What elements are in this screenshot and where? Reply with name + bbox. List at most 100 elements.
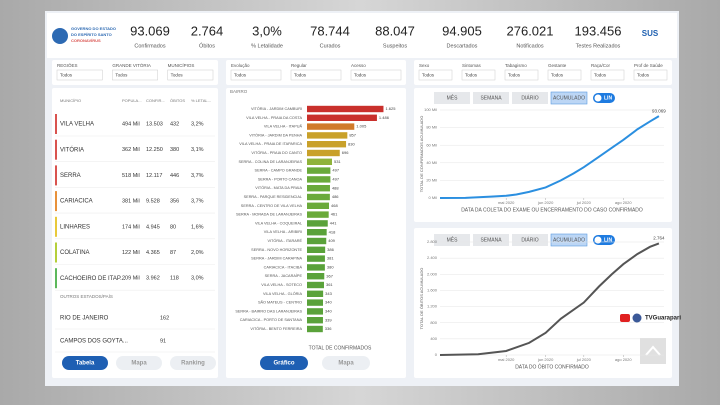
tab-button[interactable]: [62, 356, 108, 370]
table-cell: 3,2%: [191, 121, 204, 127]
section-title: OUTROS ESTADOS/PAÍS: [60, 293, 113, 299]
tab-button[interactable]: [322, 356, 370, 370]
dropdown[interactable]: [230, 69, 282, 81]
dropdown[interactable]: [167, 69, 214, 81]
table-cell: 12.250: [146, 147, 163, 153]
bar: [307, 132, 348, 139]
bar-value-label: 336: [325, 326, 332, 331]
toggle-label: LIN: [604, 95, 612, 101]
period-button[interactable]: [434, 234, 470, 246]
bar: [307, 141, 347, 148]
dropdown[interactable]: [590, 69, 625, 81]
bar-value-label: 461: [331, 212, 338, 217]
bar: [307, 185, 330, 192]
y-tick-label: 40 Mil: [426, 160, 437, 165]
table-cell: COLATINA: [60, 250, 90, 256]
table-cell: VITÓRIA: [60, 146, 84, 153]
period-button[interactable]: [473, 92, 509, 104]
filter-label: Sintomas: [462, 63, 482, 68]
x-tick-label: jul 2020: [576, 200, 592, 205]
period-button-label: MÊS: [447, 93, 459, 101]
period-button[interactable]: [434, 92, 470, 104]
dropdown-value: Todos: [294, 73, 307, 78]
row-indicator: [55, 114, 57, 134]
bar-value-label: 531: [334, 159, 341, 164]
period-button-label: SEMANA: [480, 95, 502, 101]
scroll-button[interactable]: [640, 338, 666, 364]
table-cell: 432: [170, 121, 179, 127]
dropdown-value: Todos: [508, 73, 521, 78]
dropdown[interactable]: [547, 69, 582, 81]
bar-label: SERRA - MORADA DE LARANJEIRAS: [236, 213, 303, 217]
bar: [307, 193, 330, 201]
data-label: 2.764: [653, 236, 665, 241]
period-button-label: SEMANA: [480, 237, 502, 243]
bar-label: VILA VELHA - ARIBIRI: [264, 230, 302, 234]
dropdown[interactable]: [56, 69, 103, 81]
bar-value-label: 488: [332, 185, 339, 190]
bar-label: VILA VELHA - COQUEIRAL: [255, 221, 302, 225]
bar: [307, 202, 330, 209]
bar-value-label: 418: [329, 229, 336, 234]
table-cell: 1,6%: [191, 224, 204, 230]
filter-label: Gestante: [548, 63, 567, 68]
dropdown-value: Todos: [594, 73, 607, 78]
bar-value-label: 340: [325, 308, 332, 313]
period-button[interactable]: [550, 91, 588, 105]
dropdown[interactable]: [633, 69, 668, 81]
table-cell: 80: [170, 224, 176, 230]
dropdown[interactable]: [418, 69, 453, 81]
tab-button[interactable]: [260, 356, 308, 370]
dropdown-value: Todos: [637, 73, 650, 78]
y-tick-label: 0 Mil: [429, 195, 438, 200]
table-cell: 162: [160, 315, 169, 321]
filter-label: Prof de Saúde: [634, 63, 663, 68]
dropdown[interactable]: [461, 69, 496, 81]
table-cell: VILA VELHA: [60, 122, 94, 128]
table-cell: CARIACICA: [60, 199, 93, 205]
bar: [307, 237, 327, 245]
tab-button[interactable]: [170, 356, 216, 370]
x-tick-label: jun 2020: [537, 357, 554, 362]
x-axis-title: DATA DO ÓBITO CONFIRMADO: [515, 363, 589, 370]
table-cell: 380: [170, 147, 179, 153]
table-cell: 381 Mil: [122, 199, 140, 205]
dropdown[interactable]: [504, 69, 539, 81]
bar-label: VITÓRIA - JARDIM DA PENHA: [249, 132, 302, 137]
period-button-label: MÊS: [447, 235, 459, 243]
bar: [307, 246, 326, 253]
dropdown-value: Todos: [60, 73, 73, 78]
period-button[interactable]: [512, 234, 548, 246]
dropdown[interactable]: [112, 69, 158, 81]
bar: [307, 255, 325, 262]
y-tick-label: 2.000: [427, 271, 438, 276]
line-series: [439, 115, 660, 199]
bar: [307, 158, 332, 165]
bar-label: VITÓRIA - MATA DA PRAIA: [255, 185, 302, 190]
tab-button[interactable]: [116, 356, 162, 370]
period-button[interactable]: [550, 233, 588, 247]
chart-panel: [414, 88, 672, 222]
kpi-label: Curados: [320, 43, 341, 49]
kpi-value: 193.456: [575, 23, 622, 38]
bar-value-label: 497: [332, 168, 339, 173]
x-tick-label: jul 2020: [576, 357, 592, 362]
y-axis-title: TOTAL DE CONFIRMADOS ACUMULADO: [419, 116, 424, 193]
tab-button-label: Mapa: [338, 361, 354, 367]
bar-label: VILA VELHA - SOTECO: [261, 283, 302, 287]
table-cell: 3.962: [146, 276, 160, 282]
bar-label: VILA VELHA - PRAIA DE ITAPARICA: [239, 142, 302, 146]
period-button[interactable]: [512, 92, 548, 104]
bar-value-label: 380: [327, 264, 334, 269]
bar-label: SERRA - JARDIM CARAPINA: [251, 257, 302, 261]
dropdown[interactable]: [290, 69, 342, 81]
y-tick-label: 2.400: [427, 255, 438, 260]
period-button[interactable]: [473, 234, 509, 246]
dropdown[interactable]: [350, 69, 402, 81]
bar: [307, 211, 329, 218]
x-tick-label: mai 2020: [498, 357, 515, 362]
bar: [307, 123, 355, 130]
row-indicator: [55, 191, 57, 212]
logo-text: GOVERNO DO ESTADO: [71, 26, 116, 31]
bar-label: SERRA - COLINA DE LARANJEIRAS: [238, 160, 302, 164]
